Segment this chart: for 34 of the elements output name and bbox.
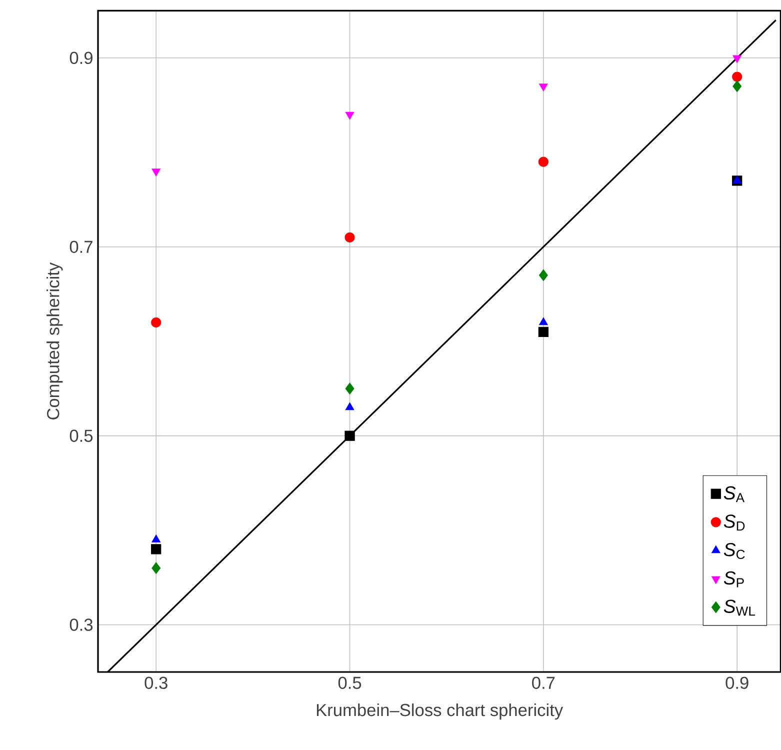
point bbox=[538, 269, 548, 282]
y-axis-title: Computed sphericity bbox=[46, 262, 63, 420]
point bbox=[345, 382, 354, 394]
point bbox=[732, 72, 742, 82]
legend-label: S$_{WL}$ bbox=[724, 600, 755, 616]
x-axis-title: Krumbein–Sloss chart sphericity bbox=[316, 703, 564, 720]
legend-label: S$_{C}$ bbox=[724, 542, 745, 560]
y-tick-label: 0.5 bbox=[70, 430, 93, 442]
point bbox=[152, 534, 161, 542]
x-tick-label: 0.5 bbox=[338, 676, 362, 689]
point bbox=[732, 55, 742, 63]
point bbox=[345, 402, 354, 410]
legend-label: S$_{P}$ bbox=[724, 571, 744, 588]
point bbox=[152, 168, 161, 176]
point bbox=[344, 430, 355, 441]
y-tick-label: 0.3 bbox=[70, 618, 93, 631]
point bbox=[732, 176, 742, 184]
point bbox=[732, 80, 742, 92]
point bbox=[345, 112, 354, 120]
x-tick-label: 0.3 bbox=[144, 676, 168, 689]
point bbox=[538, 156, 549, 167]
x-tick-label: 0.9 bbox=[726, 676, 748, 689]
point bbox=[344, 232, 355, 242]
y-tick-label: 0.9 bbox=[70, 52, 92, 64]
x-tick-label: 0.7 bbox=[532, 676, 555, 689]
legend-label: S$_{A}$ bbox=[724, 486, 745, 502]
point bbox=[539, 84, 548, 92]
point bbox=[539, 317, 548, 326]
point bbox=[151, 317, 162, 328]
y-tick-label: 0.7 bbox=[70, 240, 92, 253]
point bbox=[151, 544, 162, 554]
legend-label: S$_{D}$ bbox=[724, 514, 745, 531]
point bbox=[538, 326, 549, 337]
point bbox=[152, 562, 161, 574]
